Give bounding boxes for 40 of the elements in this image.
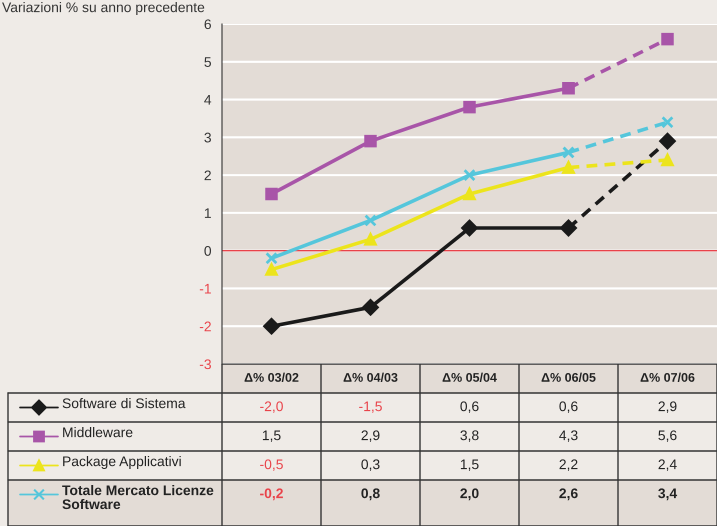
y-tick-label: 6 bbox=[204, 19, 211, 30]
data-label: -0,2 bbox=[260, 488, 283, 500]
data-label: 1,5 bbox=[262, 430, 281, 442]
text: 2,9 bbox=[658, 401, 676, 413]
y-tick-label: -2 bbox=[200, 322, 211, 332]
legend-label: Totale Mercato Licenze Software bbox=[62, 485, 214, 510]
data-label: 1,5 bbox=[460, 460, 479, 471]
legend-label: Software di Sistema bbox=[62, 398, 186, 408]
y-tick-label: 3 bbox=[204, 132, 211, 143]
text: 5,6 bbox=[658, 430, 677, 442]
data-label: 0,6 bbox=[460, 401, 479, 413]
x-tick-label: Δ% 07/06 bbox=[640, 372, 694, 382]
y-tick-label: 1 bbox=[204, 208, 211, 218]
x-tick-label: Δ% 05/04 bbox=[442, 372, 497, 382]
x-tick-label: Δ% 04/03 bbox=[344, 372, 398, 382]
data-label: 2,9 bbox=[362, 430, 380, 442]
text: 3,4 bbox=[658, 488, 678, 500]
y-tick-label: 4 bbox=[204, 95, 212, 105]
data-label: -0,5 bbox=[260, 459, 283, 471]
data-label: -1,5 bbox=[359, 402, 382, 413]
y-tick-label: 5 bbox=[204, 57, 211, 67]
data-label: 0,8 bbox=[361, 488, 380, 500]
y-tick-label: -1 bbox=[200, 284, 211, 294]
text: 2,4 bbox=[658, 459, 677, 471]
y-tick-label: 0 bbox=[204, 246, 212, 256]
y-tick-label: 2 bbox=[204, 170, 211, 180]
x-tick-label: Δ% 06/05 bbox=[542, 372, 596, 382]
legend-label: Middleware bbox=[63, 427, 132, 438]
x-tick-label: Δ% 03/02 bbox=[244, 372, 298, 382]
data-label: 3,8 bbox=[460, 430, 479, 442]
text: Variazioni % su anno precedente bbox=[2, 2, 204, 15]
data-label: 0,6 bbox=[559, 401, 578, 413]
legend-label: Package Applicativi bbox=[63, 456, 181, 469]
data-label: 2,2 bbox=[560, 459, 578, 471]
y-tick-label: -3 bbox=[200, 359, 211, 370]
data-label: -2,0 bbox=[260, 401, 283, 413]
data-label: 2,6 bbox=[559, 488, 578, 500]
data-label: 0,3 bbox=[361, 459, 380, 471]
data-label: 2,0 bbox=[460, 488, 479, 500]
data-label: 4,3 bbox=[559, 430, 578, 442]
